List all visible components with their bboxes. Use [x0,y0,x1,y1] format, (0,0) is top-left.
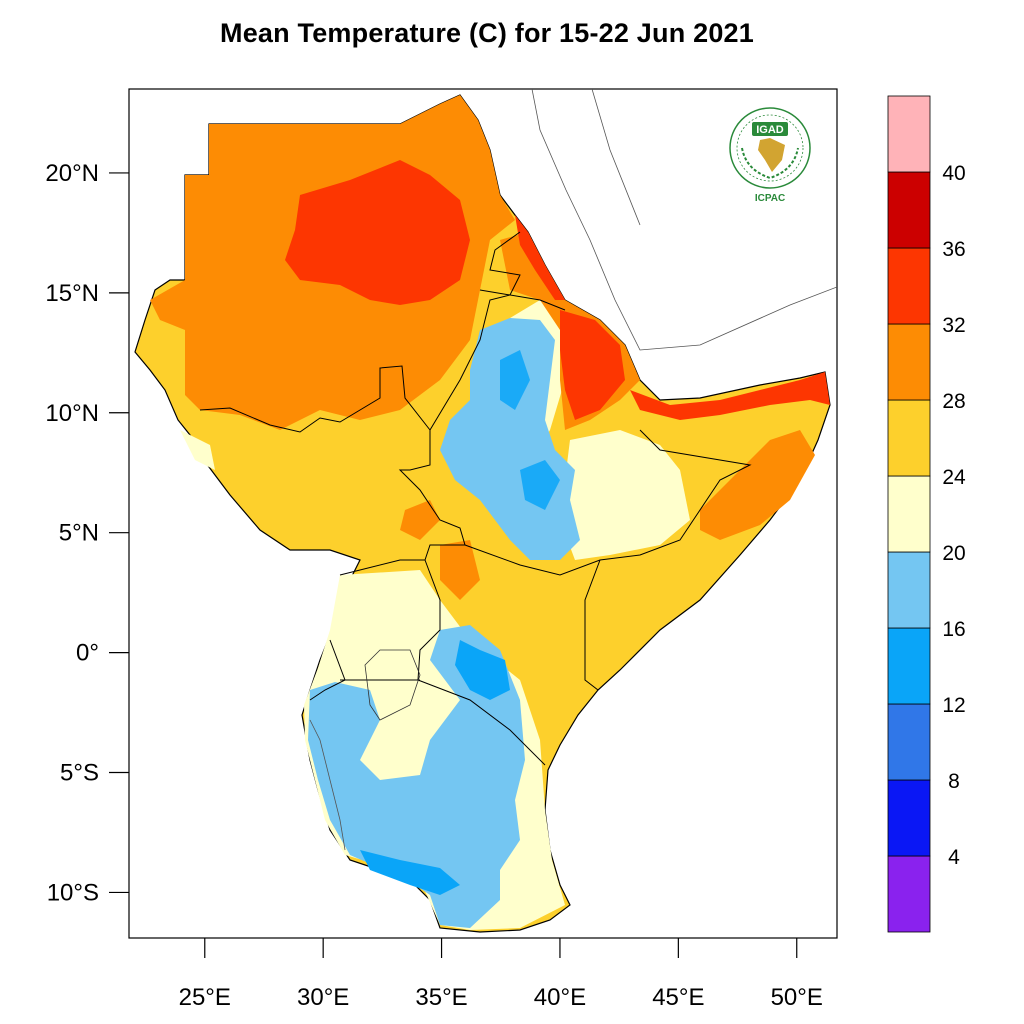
colorbar-level-label: 4 [948,846,960,869]
zone-12-16-sw-tanzania [360,850,460,895]
colorbar-swatch [887,399,931,477]
colorbar-swatch [887,247,931,325]
zone-32-36-sudan [285,160,470,305]
map-area [134,89,837,933]
colorbar-level-label: 40 [942,162,965,185]
colorbar-level-label: 32 [942,314,965,337]
colorbar-swatch [887,703,931,781]
logo-org: ICPAC [755,193,785,204]
country-borders [199,231,752,766]
colorbar-swatch [887,171,931,249]
colorbar: 4 8 12 16 20 24 28 32 36 40 [887,95,966,933]
colorbar-level-label: 16 [942,618,965,641]
zone-20-24-ethiopia [560,430,690,560]
latitude-axis: 20°N 15°N 10°N 5°N 0° 5°S 10°S [45,160,129,906]
lon-tick-label: 25°E [179,984,231,1011]
colorbar-swatch [887,855,931,933]
colorbar-level-label: 24 [942,466,966,489]
colorbar-swatch [887,551,931,629]
colorbar-swatch [887,323,931,401]
zone-20-24-sudan-west [180,430,215,470]
igad-logo: IGAD ICPAC [729,107,811,204]
longitude-axis: 25°E 30°E 35°E 40°E 45°E 50°E [179,938,823,1011]
lon-tick-label: 35°E [415,984,467,1011]
zone-32-36-gulf-aden [630,372,830,420]
lat-tick-label: 15°N [45,280,99,307]
lake-victoria-outline [364,649,421,721]
colorbar-swatch [887,475,931,553]
map-title: Mean Temperature (C) for 15-22 Jun 2021 [220,18,754,48]
lon-tick-label: 40°E [534,984,586,1011]
africa-map-icon [758,138,785,172]
arabia-coastline [531,89,837,351]
colorbar-level-label: 8 [948,770,960,793]
zone-32-36-red-sea-coast [515,215,565,300]
lon-tick-label: 30°E [297,984,349,1011]
colorbar-level-label: 36 [942,238,965,261]
zone-28-32-somalia [700,430,815,540]
zone-12-16-kenya [455,640,510,700]
lon-tick-label: 45°E [652,984,704,1011]
lat-tick-label: 0° [76,640,99,667]
arabia-border-line [591,89,641,226]
colorbar-level-label: 28 [942,390,965,413]
lat-tick-label: 10°N [45,400,99,427]
lake-tanganyika-outline [309,719,346,851]
igad-badge [752,122,788,136]
colorbar-swatch [887,627,931,705]
lat-tick-label: 5°N [59,520,99,547]
zone-12-16-ethiopia [500,350,560,510]
lat-tick-label: 5°S [60,760,99,787]
colorbar-swatch [887,779,931,857]
colorbar-level-label: 12 [942,694,965,717]
logo-name: IGAD [756,124,784,136]
lat-tick-label: 10°S [47,879,99,906]
lat-tick-label: 20°N [45,160,99,187]
zone-28-32-south-sudan [400,500,480,600]
colorbar-level-label: 20 [942,542,965,565]
colorbar-swatch [887,95,931,173]
zone-32-36-afar [560,310,625,420]
lon-tick-label: 50°E [771,984,823,1011]
